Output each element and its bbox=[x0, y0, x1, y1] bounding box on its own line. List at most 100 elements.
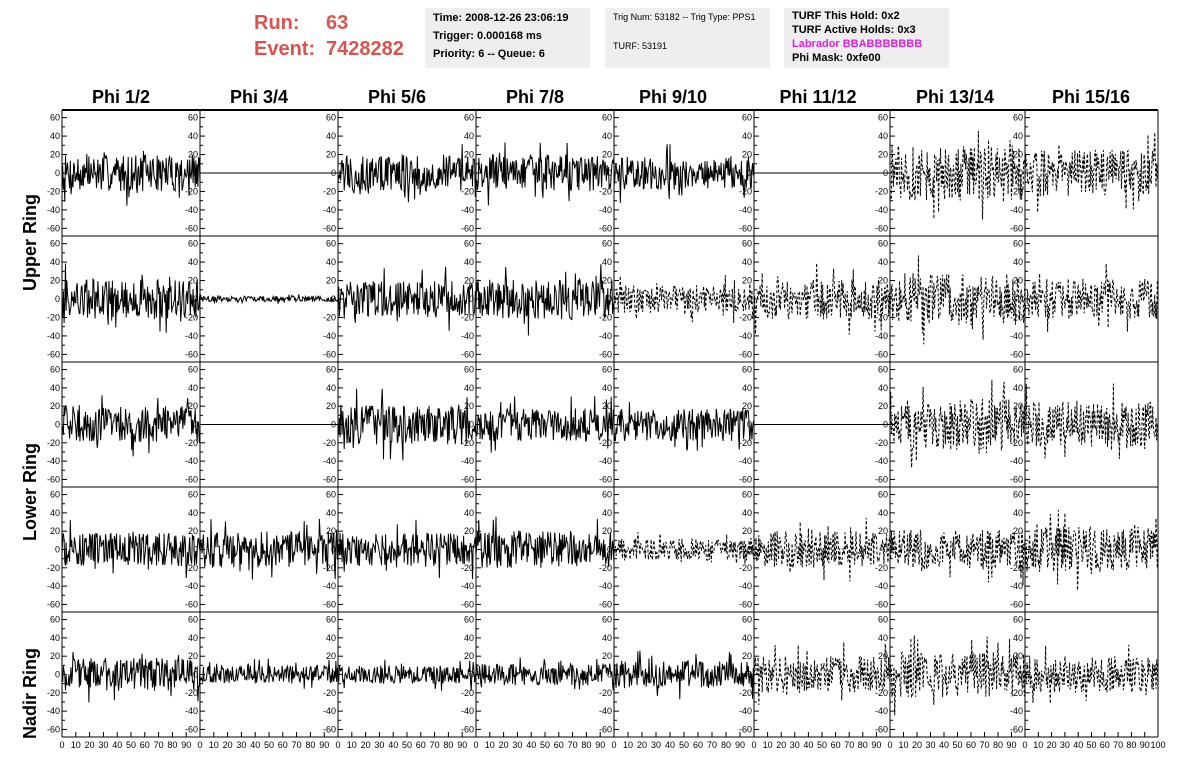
y-tick-label: 20 bbox=[464, 651, 474, 661]
y-tick-label: 0 bbox=[193, 294, 198, 304]
y-tick-label: -60 bbox=[461, 223, 474, 233]
y-tick-label: -20 bbox=[185, 688, 198, 698]
y-tick-label: 0 bbox=[55, 420, 60, 430]
waveform-trace bbox=[613, 402, 755, 451]
y-tick-label: -60 bbox=[47, 223, 60, 233]
y-tick-label: -40 bbox=[47, 456, 60, 466]
y-tick-label: 0 bbox=[747, 294, 752, 304]
column-header-phi-7-8: Phi 7/8 bbox=[505, 87, 565, 107]
y-tick-label: 0 bbox=[1018, 670, 1023, 680]
y-tick-label: -60 bbox=[323, 474, 336, 484]
y-tick-label: 0 bbox=[883, 545, 888, 555]
y-tick-label: 20 bbox=[188, 401, 198, 411]
y-tick-label: -60 bbox=[47, 349, 60, 359]
y-tick-label: 60 bbox=[878, 239, 888, 249]
x-tick-label: 90 bbox=[319, 740, 329, 750]
y-tick-label: 20 bbox=[326, 276, 336, 286]
y-tick-label: 60 bbox=[464, 365, 474, 375]
y-tick-label: -60 bbox=[47, 599, 60, 609]
y-tick-label: -60 bbox=[875, 724, 888, 734]
y-tick-label: 0 bbox=[1018, 420, 1023, 430]
x-tick-label: 40 bbox=[1073, 740, 1083, 750]
y-tick-label: 40 bbox=[50, 508, 60, 518]
y-tick-label: -40 bbox=[599, 456, 612, 466]
y-tick-label: 20 bbox=[50, 150, 60, 160]
y-tick-label: -60 bbox=[1010, 223, 1023, 233]
y-tick-label: -20 bbox=[1010, 438, 1023, 448]
x-tick-label: 60 bbox=[554, 740, 564, 750]
y-tick-label: 20 bbox=[464, 401, 474, 411]
y-tick-label: -40 bbox=[185, 205, 198, 215]
y-tick-label: 40 bbox=[464, 633, 474, 643]
y-tick-label: -20 bbox=[739, 186, 752, 196]
y-tick-label: -40 bbox=[599, 205, 612, 215]
y-tick-label: -40 bbox=[599, 331, 612, 341]
x-tick-label: 10 bbox=[898, 740, 908, 750]
y-tick-label: 60 bbox=[464, 490, 474, 500]
x-tick-label: 0 bbox=[335, 740, 340, 750]
x-tick-label: 60 bbox=[416, 740, 426, 750]
x-tick-label: 60 bbox=[1100, 740, 1110, 750]
y-tick-label: -60 bbox=[739, 599, 752, 609]
x-tick-label: 100 bbox=[1150, 740, 1165, 750]
trigger-text: Trigger: 0.000168 ms bbox=[433, 30, 542, 42]
y-tick-label: 20 bbox=[1013, 651, 1023, 661]
y-tick-label: -20 bbox=[47, 312, 60, 322]
x-tick-label: 40 bbox=[112, 740, 122, 750]
column-header-phi-3-4: Phi 3/4 bbox=[229, 87, 289, 107]
waveform-trace bbox=[475, 264, 615, 336]
y-tick-label: 40 bbox=[1013, 508, 1023, 518]
y-tick-label: -20 bbox=[739, 438, 752, 448]
y-tick-label: 60 bbox=[602, 365, 612, 375]
y-tick-label: -40 bbox=[1010, 706, 1023, 716]
x-tick-label: 80 bbox=[443, 740, 453, 750]
y-tick-label: -40 bbox=[47, 331, 60, 341]
column-header-phi-11-12: Phi 11/12 bbox=[779, 87, 857, 107]
y-tick-label: -20 bbox=[599, 438, 612, 448]
y-tick-label: -60 bbox=[1010, 349, 1023, 359]
y-tick-label: -60 bbox=[461, 474, 474, 484]
y-tick-label: -40 bbox=[1010, 581, 1023, 591]
y-tick-label: 20 bbox=[50, 526, 60, 536]
x-tick-label: 80 bbox=[993, 740, 1003, 750]
y-tick-label: 20 bbox=[50, 276, 60, 286]
y-tick-label: -20 bbox=[185, 186, 198, 196]
x-tick-label: 50 bbox=[952, 740, 962, 750]
x-tick-label: 90 bbox=[871, 740, 881, 750]
y-tick-label: 40 bbox=[50, 257, 60, 267]
x-tick-label: 20 bbox=[912, 740, 922, 750]
y-tick-label: 60 bbox=[188, 239, 198, 249]
column-header-phi-13-14: Phi 13/14 bbox=[915, 87, 995, 107]
y-tick-label: -40 bbox=[875, 205, 888, 215]
y-tick-label: -40 bbox=[1010, 205, 1023, 215]
y-tick-label: 40 bbox=[188, 383, 198, 393]
y-tick-label: 60 bbox=[602, 239, 612, 249]
y-tick-label: 60 bbox=[188, 365, 198, 375]
y-tick-label: 0 bbox=[469, 670, 474, 680]
y-tick-label: -20 bbox=[47, 688, 60, 698]
waveform-trace bbox=[475, 142, 615, 206]
y-tick-label: -40 bbox=[323, 581, 336, 591]
y-tick-label: 20 bbox=[742, 276, 752, 286]
x-tick-label: 80 bbox=[721, 740, 731, 750]
x-tick-label: 20 bbox=[1047, 740, 1057, 750]
x-tick-label: 10 bbox=[485, 740, 495, 750]
x-tick-label: 90 bbox=[595, 740, 605, 750]
y-tick-label: -60 bbox=[185, 724, 198, 734]
x-tick-label: 0 bbox=[751, 740, 756, 750]
y-tick-label: 60 bbox=[326, 365, 336, 375]
x-tick-label: 40 bbox=[665, 740, 675, 750]
y-tick-label: 40 bbox=[326, 257, 336, 267]
waveform-trace bbox=[475, 657, 615, 691]
y-tick-label: 20 bbox=[878, 276, 888, 286]
y-tick-label: 0 bbox=[55, 545, 60, 555]
x-tick-label: 50 bbox=[679, 740, 689, 750]
y-tick-label: 0 bbox=[331, 545, 336, 555]
y-tick-label: 40 bbox=[878, 131, 888, 141]
waveform-trace bbox=[889, 255, 1026, 345]
y-tick-label: -20 bbox=[461, 688, 474, 698]
y-tick-label: 40 bbox=[326, 508, 336, 518]
x-tick-label: 30 bbox=[651, 740, 661, 750]
x-tick-label: 20 bbox=[637, 740, 647, 750]
y-tick-label: -60 bbox=[875, 474, 888, 484]
